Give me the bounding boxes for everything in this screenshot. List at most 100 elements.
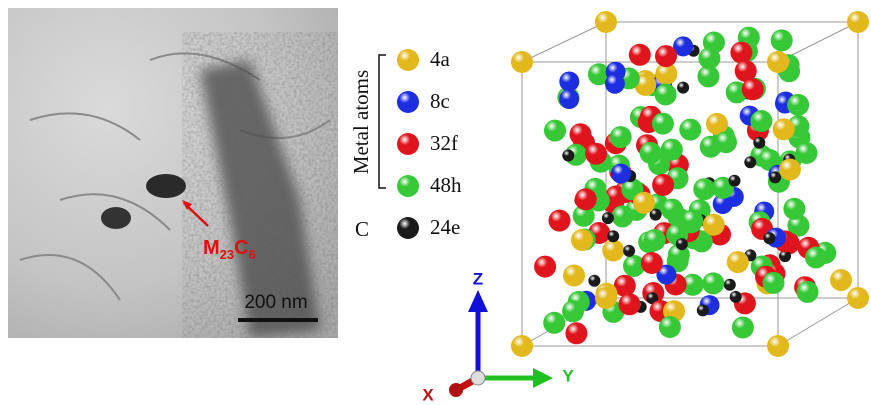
atom [629,44,651,66]
atom [655,84,677,106]
atom [549,210,571,232]
atom [787,94,809,116]
atom [534,256,556,278]
atom [602,240,624,262]
atom [571,229,593,251]
atom [633,192,655,214]
atom [607,230,619,242]
atom [612,205,634,227]
atom [575,188,597,210]
atom [681,210,703,232]
atom [644,229,666,251]
atom [562,150,574,162]
atom [779,159,801,181]
atom [847,287,869,309]
axis-label: Y [562,366,574,385]
atom [641,252,663,274]
atom [585,143,607,165]
atom [679,119,701,141]
atom [732,317,754,339]
atom [698,47,720,69]
atom [771,29,793,51]
legend-sphere [397,49,419,71]
figure: M23C6 200 nm Metal atoms C 4a8c32f48h24e… [0,0,871,405]
atom [602,212,614,224]
legend-label: 4a [430,47,451,71]
legend-sphere [397,133,419,155]
atom [753,137,765,149]
atom [661,139,683,161]
legend-label: 8c [430,89,450,113]
atom [559,72,579,92]
atom [619,293,641,315]
atom [763,232,775,244]
legend-label: 48h [430,173,462,197]
atom [562,300,584,322]
atom [659,316,681,338]
atom [652,174,674,196]
atom [697,304,709,316]
atom [652,113,674,135]
atom [588,275,600,287]
atom [605,74,625,94]
atom [661,199,683,221]
atom [724,279,736,291]
legend-sphere [397,217,419,239]
scale-bar-label: 200 nm [244,292,307,313]
atom [773,118,795,140]
atom [570,123,592,145]
atom [565,322,587,344]
atom [611,164,631,184]
atom [729,175,741,187]
atom [744,156,756,168]
atom [769,171,781,183]
atom [797,281,819,303]
label-sub: 6 [249,247,256,262]
atom [805,247,827,269]
micrograph: M23C6 200 nm [8,8,338,340]
atom [655,45,677,67]
atom [595,11,617,33]
atom [727,251,749,273]
atom [623,245,635,257]
legend-sphere [397,91,419,113]
atom [767,51,789,73]
atom [702,272,724,294]
axes-triad: Z Y X [422,269,574,404]
atom [742,78,764,100]
atom [563,265,585,287]
carbon-label: C [355,217,369,241]
atom [715,131,737,153]
atom [796,142,818,164]
atom [595,287,617,309]
atom [640,142,662,164]
atom [544,120,566,142]
atom [730,42,752,64]
scale-bar [238,318,318,322]
label-part: C [234,237,248,259]
axis-label: X [422,385,434,404]
atom [750,110,772,132]
atom [676,238,688,250]
crystal-structure [511,11,869,357]
atom [559,89,579,109]
atom [511,51,533,73]
atom [677,82,689,94]
axis-label: Z [473,269,483,288]
label-sub: 23 [220,247,234,262]
legend-label: 32f [430,131,458,155]
atom [767,335,789,357]
atom [610,126,632,148]
bracket [379,55,386,188]
atom [763,272,785,294]
atom [511,335,533,357]
atom [847,11,869,33]
atom [830,269,852,291]
atom [730,291,742,303]
atom [783,198,805,220]
label-part: M [203,237,220,259]
group-label: Metal atoms [349,70,373,174]
atom [543,312,565,334]
atom [703,214,725,236]
